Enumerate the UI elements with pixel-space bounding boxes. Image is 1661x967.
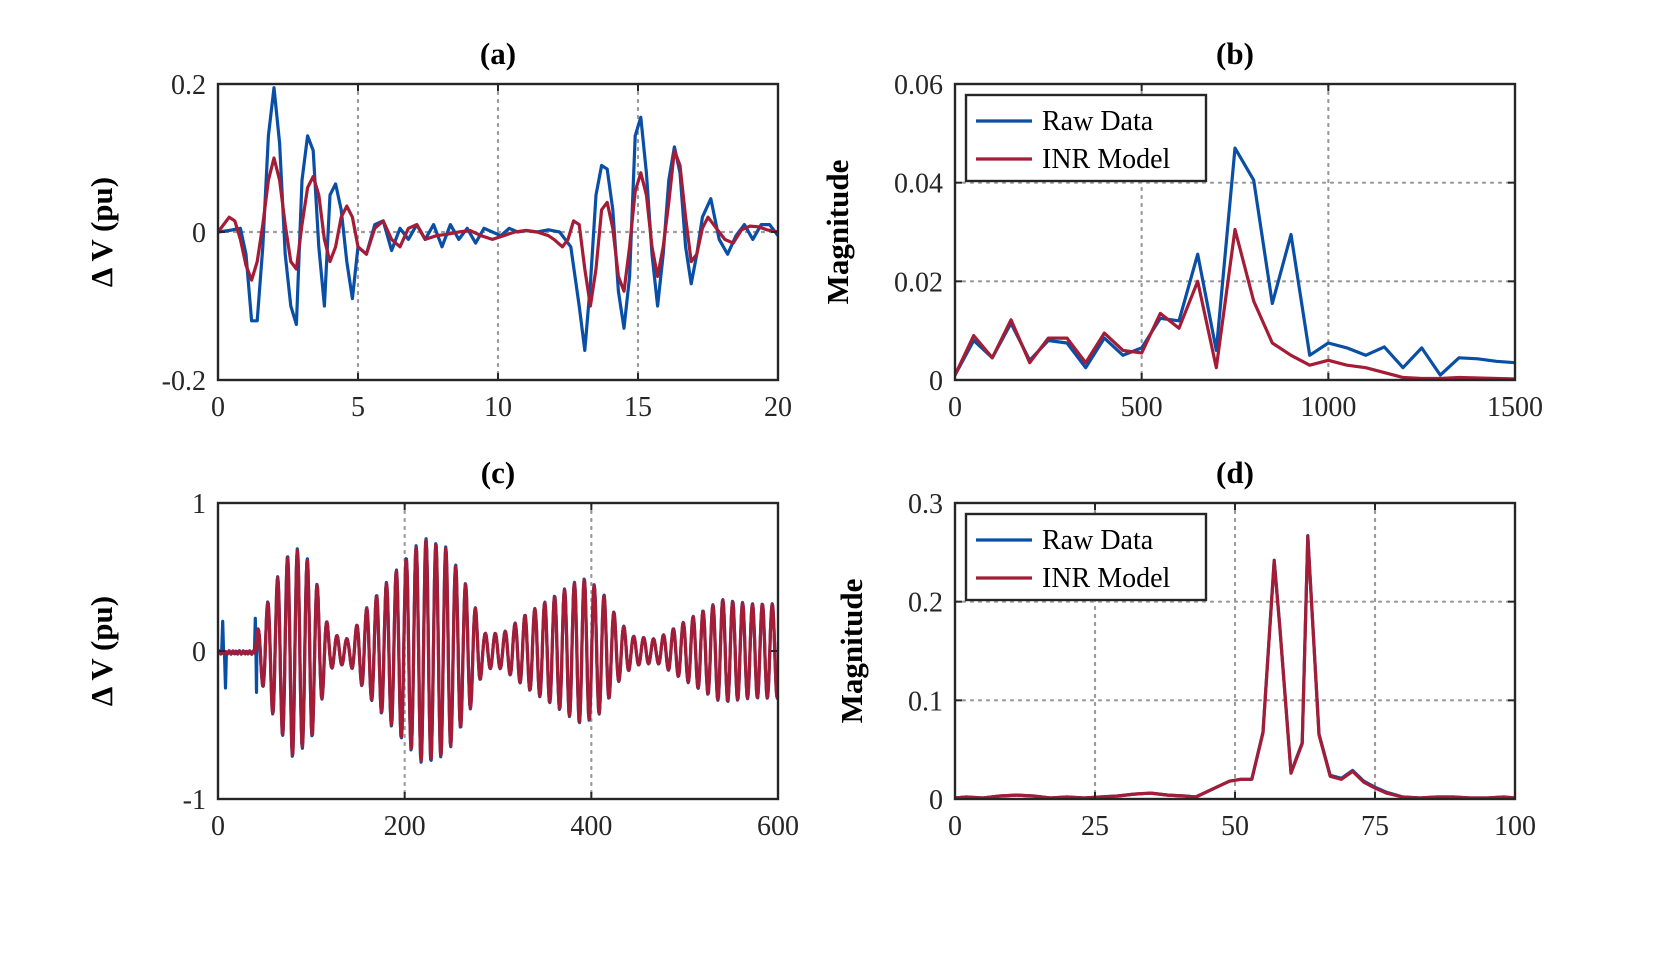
series-line-inr [218,538,778,763]
legend-label-raw: Raw Data [1042,525,1154,556]
chart-c: (c)Δ V (pu)0 200 400 600-101 [84,455,799,842]
y-tick-label: 0 [929,366,943,397]
legend: Raw Data INR Model [964,93,1208,183]
y-tick-label: 0.2 [171,70,206,101]
x-tick-label: 0 [211,392,225,423]
y-tick-label: -0.2 [162,366,206,397]
y-axis-label: Δ V (pu) [84,596,119,706]
x-tick-label: 0 [948,811,962,842]
x-tick-label: 1500 [1487,392,1543,423]
chart-d: (d) Magnitude 0 25 50 75 100 0 0.1 0.2 0.3 Raw Data… [834,455,1536,842]
x-tick-label: 15 [624,392,652,423]
x-tick-label: 0 [948,392,962,423]
chart-b: (b) Magnitude 0 500 1000 1500 0 0.02 0.04 0.06 Raw… [820,36,1543,423]
y-tick-label: 0 [192,637,206,668]
chart-title: (a) [480,36,516,71]
y-tick-label: 0.02 [894,267,943,298]
legend-box [964,93,1208,183]
y-tick-label: 0.04 [894,169,943,200]
chart-title: (b) [1216,36,1254,71]
chart-title: (c) [481,455,515,490]
series-line-inr [955,534,1515,799]
legend: Raw Data INR Model [964,512,1208,602]
chart-title: (d) [1216,455,1254,490]
x-tick-label: 200 [384,811,426,842]
y-tick-label: 1 [192,489,206,520]
x-tick-label: 20 [764,392,792,423]
y-axis-label: Δ V (pu) [84,177,119,287]
y-tick-label: 0 [929,785,943,816]
series-line-inr [955,227,1515,380]
series-line-inr [218,149,778,308]
y-tick-label: 0.1 [908,686,943,717]
legend-label-raw: Raw Data [1042,106,1154,137]
x-tick-label: 10 [484,392,512,423]
y-tick-label: 0.06 [894,70,943,101]
axes-frame [953,82,1517,382]
y-axis-label: Magnitude [834,579,869,724]
x-tick-label: 1000 [1300,392,1356,423]
y-tick-label: 0 [192,218,206,249]
x-tick-label: 400 [570,811,612,842]
chart-a: (a)Δ V (pu)0 5 10 15 20-0.200.2 [84,36,792,423]
y-axis-label: Magnitude [820,160,855,305]
legend-box [964,512,1208,602]
x-tick-label: 50 [1221,811,1249,842]
y-tick-label: -1 [183,785,206,816]
y-tick-label: 0.2 [908,588,943,619]
x-tick-label: 75 [1361,811,1389,842]
x-tick-label: 100 [1494,811,1536,842]
x-tick-label: 5 [351,392,365,423]
x-tick-label: 600 [757,811,799,842]
x-tick-label: 0 [211,811,225,842]
y-tick-label: 0.3 [908,489,943,520]
x-tick-label: 500 [1121,392,1163,423]
legend-label-inr: INR Model [1042,144,1171,175]
x-tick-label: 25 [1081,811,1109,842]
legend-label-inr: INR Model [1042,563,1171,594]
